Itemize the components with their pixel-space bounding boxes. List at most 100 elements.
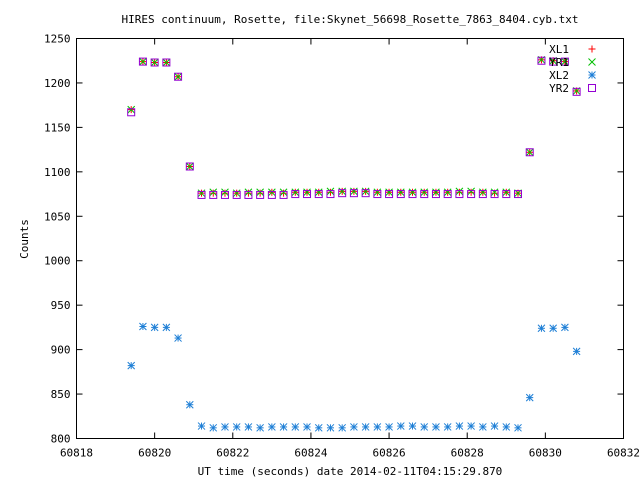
y-tick-label: 1250 [44, 33, 71, 46]
x-tick-label: 60824 [294, 447, 327, 460]
data-point-yr1 [396, 188, 405, 197]
data-point-yr1 [478, 188, 487, 197]
data-point-yr2 [138, 57, 147, 66]
legend-marker [588, 45, 596, 53]
x-tick-label: 60822 [216, 447, 249, 460]
data-point-yr2 [185, 162, 194, 171]
data-point-yr1 [221, 188, 229, 197]
y-tick-label: 950 [51, 299, 71, 312]
data-point-yr1 [385, 188, 393, 197]
data-point-yr1 [502, 188, 511, 197]
data-point-yr1 [525, 148, 534, 157]
y-tick-label: 1150 [44, 121, 71, 134]
data-point-yr1 [291, 188, 300, 197]
y-tick-label: 900 [51, 344, 71, 357]
data-point-yr2 [127, 108, 136, 117]
legend-marker [588, 71, 596, 79]
data-point-yr2 [244, 190, 253, 199]
legend-label: XL2 [549, 69, 569, 82]
data-point-yr2 [443, 190, 452, 199]
data-point-xl2 [139, 322, 147, 331]
data-point-xl2 [279, 423, 288, 431]
x-tick-label: 60820 [138, 447, 171, 460]
data-point-xl2 [561, 323, 569, 332]
series-xl1 [127, 56, 581, 197]
data-point-xl2 [256, 423, 264, 432]
data-point-xl2 [443, 423, 452, 431]
data-point-xl2 [514, 423, 522, 432]
data-point-xl2 [185, 400, 194, 409]
data-point-yr2 [537, 56, 546, 65]
data-point-yr1 [139, 57, 147, 66]
data-point-yr2 [220, 190, 229, 199]
data-point-xl2 [373, 423, 382, 431]
legend-label: YR2 [549, 82, 569, 95]
data-point-yr2 [514, 190, 523, 199]
data-point-yr1 [361, 187, 370, 196]
data-point-xl2 [432, 423, 440, 431]
data-point-yr2 [197, 190, 206, 199]
data-point-yr2 [420, 190, 429, 199]
data-point-xl2 [150, 323, 159, 332]
data-point-yr1 [443, 188, 452, 197]
data-point-yr2 [478, 190, 487, 199]
y-tick-label: 850 [51, 388, 71, 401]
chart-title: HIRES continuum, Rosette, file:Skynet_56… [122, 13, 579, 26]
data-point-xl2 [221, 423, 229, 431]
data-point-xl2 [232, 423, 241, 431]
data-point-yr1 [561, 57, 569, 66]
data-point-yr1 [209, 188, 218, 197]
data-point-xl2 [478, 423, 487, 431]
y-tick-label: 1050 [44, 210, 71, 223]
data-point-yr2 [373, 190, 382, 199]
x-axis-label: UT time (seconds) date 2014-02-11T04:15:… [198, 465, 503, 478]
data-point-xl2 [209, 423, 218, 432]
data-point-yr2 [560, 57, 569, 66]
y-tick-label: 1100 [44, 166, 71, 179]
series-yr1 [127, 55, 581, 198]
x-tick-label: 60828 [451, 447, 484, 460]
data-point-xl2 [455, 422, 464, 430]
data-point-yr2 [209, 190, 218, 199]
data-point-yr1 [174, 72, 182, 81]
x-tick-label: 60832 [607, 447, 640, 460]
y-axis-label: Counts [18, 219, 31, 259]
data-point-xl2 [244, 423, 253, 431]
data-point-xl2 [490, 422, 499, 430]
data-point-yr2 [502, 190, 511, 199]
data-point-yr2 [396, 190, 405, 199]
data-point-yr1 [338, 187, 347, 196]
data-point-xl2 [303, 423, 311, 431]
data-points [127, 55, 581, 432]
data-point-yr1 [326, 187, 335, 196]
data-point-xl1 [256, 189, 264, 197]
legend-label: XL1 [549, 43, 569, 56]
data-point-yr2 [150, 58, 159, 67]
data-point-yr2 [349, 189, 358, 198]
data-point-xl2 [467, 422, 475, 430]
data-point-yr1 [232, 189, 241, 198]
data-point-yr1 [420, 188, 429, 197]
data-point-yr2 [408, 190, 417, 199]
legend-marker [588, 58, 596, 66]
data-point-yr2 [232, 190, 241, 199]
data-point-xl2 [537, 324, 546, 333]
data-point-yr1 [244, 188, 253, 197]
data-point-yr1 [197, 189, 206, 198]
data-point-yr2 [572, 87, 581, 96]
data-point-yr2 [455, 190, 464, 199]
data-point-xl1 [221, 189, 229, 197]
data-point-xl1 [455, 188, 463, 196]
data-point-yr2 [303, 190, 312, 199]
data-point-xl2 [572, 347, 581, 356]
data-point-yr2 [326, 190, 335, 199]
data-point-xl2 [268, 423, 276, 431]
data-point-yr1 [432, 188, 440, 197]
data-point-yr2 [431, 190, 440, 199]
data-point-xl1 [244, 189, 252, 197]
data-point-xl2 [197, 422, 206, 430]
data-point-yr1 [467, 187, 475, 196]
data-point-yr2 [267, 190, 276, 199]
data-point-xl2 [385, 423, 393, 431]
y-tick-label: 1200 [44, 77, 71, 90]
